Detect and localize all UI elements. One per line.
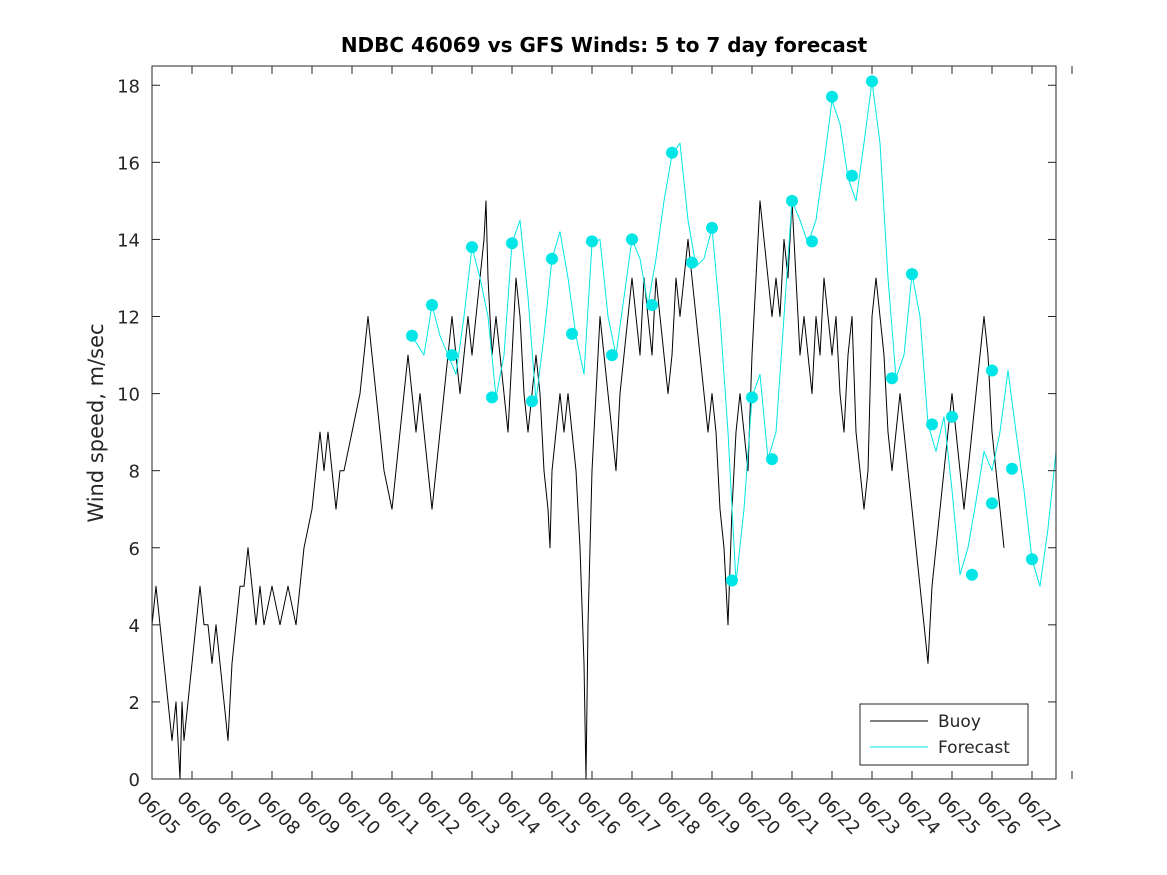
forecast-marker [866, 75, 878, 88]
forecast-marker [666, 146, 678, 159]
forecast-marker [426, 299, 438, 311]
forecast-marker [546, 252, 558, 265]
forecast-marker [846, 169, 858, 182]
x-tick-label: 06/07 [212, 788, 264, 840]
forecast-marker [626, 233, 638, 246]
forecast-marker [886, 372, 898, 385]
x-tick-label: 06/05 [132, 788, 184, 840]
x-tick-label: 06/18 [652, 788, 704, 840]
y-tick-label: 0 [129, 770, 140, 791]
forecast-marker [906, 268, 918, 281]
x-tick-label: 06/08 [252, 788, 304, 840]
forecast-marker [766, 453, 778, 466]
x-tick-label: 06/22 [812, 788, 864, 840]
forecast-marker [1006, 462, 1018, 475]
forecast-marker [1026, 553, 1038, 566]
x-tick-label: 06/13 [452, 788, 504, 840]
forecast-marker [746, 391, 758, 404]
x-tick-label: 06/27 [1012, 788, 1064, 840]
forecast-marker [926, 418, 938, 431]
x-tick-label: 06/15 [532, 788, 584, 840]
x-tick-label: 06/14 [492, 788, 544, 840]
forecast-marker [526, 395, 538, 408]
series-line-forecast [411, 80, 1057, 587]
x-tick-label: 06/23 [852, 788, 904, 840]
forecast-marker [586, 235, 598, 248]
legend-buoy-label: Buoy [938, 712, 981, 732]
x-tick-label: 06/20 [732, 788, 784, 840]
x-tick-label: 06/19 [692, 788, 744, 840]
y-tick-label: 18 [117, 76, 140, 97]
forecast-marker [986, 364, 998, 377]
x-tick-label: 06/24 [892, 788, 944, 840]
forecast-marker [806, 235, 818, 248]
y-tick-label: 2 [129, 693, 140, 714]
y-tick-label: 6 [129, 539, 140, 560]
forecast-marker [726, 574, 738, 587]
x-tick-label: 06/21 [772, 788, 824, 840]
forecast-marker [646, 299, 658, 311]
y-tick-label: 16 [117, 153, 140, 174]
x-tick-label: 06/16 [572, 788, 624, 840]
x-tick-label: 06/26 [972, 788, 1024, 840]
x-tick-label: 06/12 [412, 788, 464, 840]
forecast-marker [466, 241, 478, 254]
plot-frame [151, 65, 1057, 780]
forecast-marker [786, 194, 798, 207]
chart-title: NDBC 46069 vs GFS Winds: 5 to 7 day fore… [341, 33, 868, 57]
x-tick-label: 06/09 [292, 788, 344, 840]
forecast-marker [966, 568, 978, 581]
x-tick-label: 06/10 [332, 788, 384, 840]
x-tick-label: 06/06 [172, 788, 224, 840]
y-tick-label: 4 [129, 616, 140, 637]
forecast-marker [606, 349, 618, 362]
legend: Buoy Forecast [859, 703, 1029, 766]
y-tick-label: 8 [129, 462, 140, 483]
forecast-marker [946, 410, 958, 423]
forecast-marker [506, 237, 518, 250]
y-tick-label: 14 [117, 230, 140, 251]
legend-forecast-label: Forecast [938, 738, 1010, 758]
y-tick-label: 10 [117, 385, 140, 406]
series-line-buoy [151, 200, 1005, 780]
forecast-marker [486, 391, 498, 404]
x-tick-label: 06/25 [932, 788, 984, 840]
y-tick-label: 12 [117, 308, 140, 329]
legend-box [859, 703, 1029, 766]
forecast-marker [686, 256, 698, 269]
forecast-marker [406, 329, 418, 342]
forecast-marker [566, 327, 578, 340]
y-axis-label: Wind speed, m/sec [84, 323, 108, 522]
series-layer [151, 80, 1057, 780]
forecast-markers [406, 75, 1038, 587]
x-tick-label: 06/17 [612, 788, 664, 840]
forecast-marker [826, 90, 838, 103]
forecast-marker [986, 497, 998, 510]
x-tick-label: 06/11 [372, 788, 424, 840]
forecast-marker [446, 349, 458, 362]
forecast-marker [706, 221, 718, 234]
